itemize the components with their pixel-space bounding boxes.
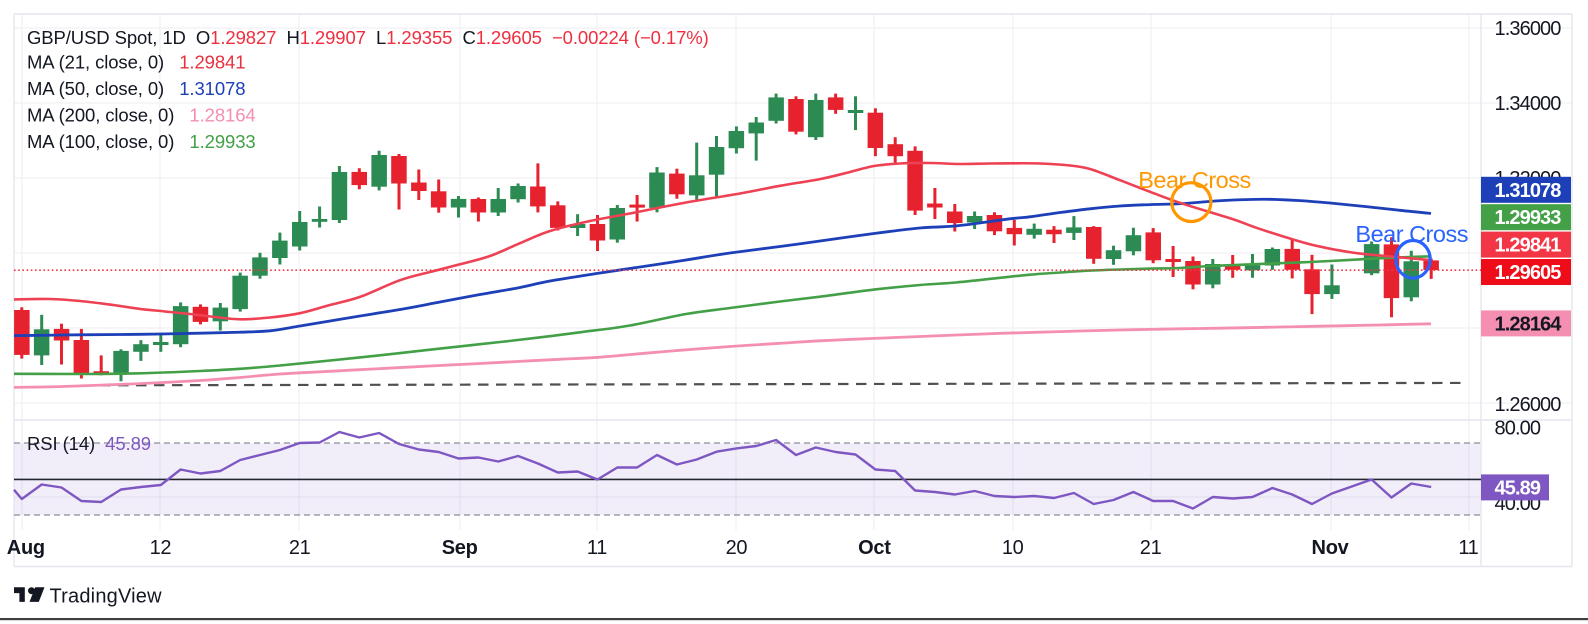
svg-text:1.28164: 1.28164 — [1495, 313, 1563, 335]
svg-text:Sep: Sep — [442, 537, 478, 559]
svg-text:20: 20 — [726, 537, 748, 559]
svg-text:1.34000: 1.34000 — [1495, 93, 1562, 115]
svg-text:1.36000: 1.36000 — [1495, 18, 1562, 40]
svg-text:21: 21 — [289, 537, 311, 559]
svg-text:MA (50, close, 0) 1.31078: MA (50, close, 0) 1.31078 — [27, 78, 245, 99]
svg-text:11: 11 — [1458, 537, 1478, 559]
svg-text:21: 21 — [1140, 537, 1162, 559]
svg-text:TradingView: TradingView — [50, 585, 163, 607]
svg-text:1.26000: 1.26000 — [1495, 394, 1562, 416]
svg-text:Nov: Nov — [1312, 537, 1350, 559]
svg-text:45.89: 45.89 — [1495, 477, 1541, 499]
svg-text:MA (21, close, 0) 1.29841: MA (21, close, 0) 1.29841 — [27, 52, 245, 73]
svg-text:11: 11 — [587, 537, 607, 559]
svg-text:Oct: Oct — [858, 537, 891, 559]
svg-text:10: 10 — [1002, 537, 1024, 559]
svg-text:1.29933: 1.29933 — [1495, 207, 1562, 229]
svg-text:80.00: 80.00 — [1495, 418, 1541, 440]
svg-text:Bear Cross: Bear Cross — [1355, 221, 1468, 247]
svg-text:GBP/USD Spot, 1D O1.29827 H1: GBP/USD Spot, 1D O1.29827 H1.29907 L1.29… — [27, 27, 709, 48]
svg-text:12: 12 — [150, 537, 172, 559]
svg-text:MA (100, close, 0) 1.29933: MA (100, close, 0) 1.29933 — [27, 131, 256, 152]
svg-text:Aug: Aug — [7, 537, 45, 559]
svg-text:1.31078: 1.31078 — [1495, 180, 1562, 202]
svg-text:MA (200, close, 0) 1.28164: MA (200, close, 0) 1.28164 — [27, 105, 256, 126]
svg-text:RSI (14) 45.89: RSI (14) 45.89 — [27, 433, 151, 454]
svg-text:Bear Cross: Bear Cross — [1138, 167, 1251, 193]
svg-text:1.29841: 1.29841 — [1495, 235, 1562, 257]
svg-text:1.29605: 1.29605 — [1495, 262, 1562, 284]
